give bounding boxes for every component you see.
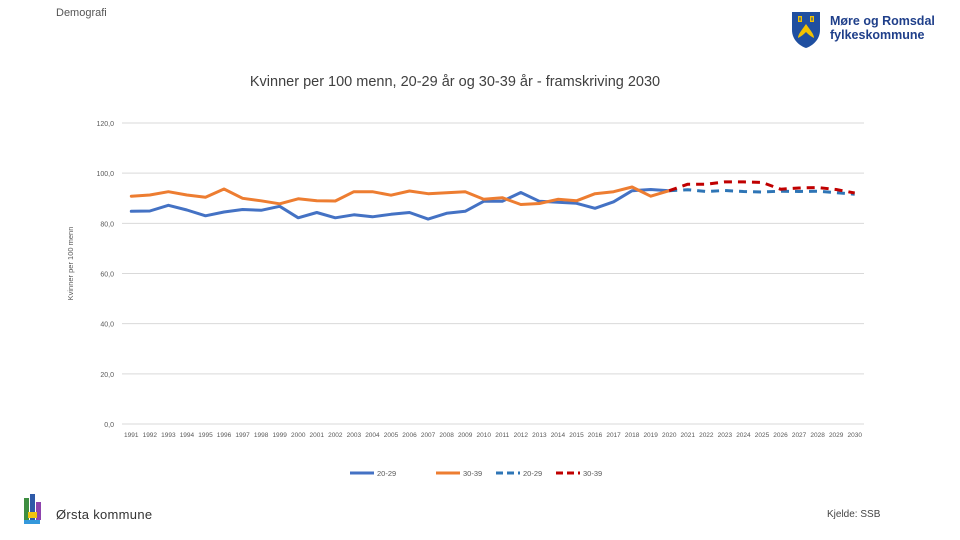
x-tick-label: 2023 [718, 432, 733, 439]
x-tick-label: 2007 [421, 432, 436, 439]
series-line-1 [129, 188, 671, 221]
x-tick-label: 2030 [847, 432, 862, 439]
x-tick-label: 1996 [217, 432, 232, 439]
y-tick-label: 40,0 [100, 322, 114, 329]
legend-label: 20-29 [377, 469, 396, 478]
section-label: Demografi [56, 7, 107, 19]
x-tick-label: 2015 [569, 432, 584, 439]
x-tick-label: 2000 [291, 432, 306, 439]
y-tick-label: 60,0 [100, 272, 114, 279]
chart-title: Kvinner per 100 menn, 20-29 år og 30-39 … [250, 74, 660, 90]
series-line-3 [669, 188, 855, 196]
x-tick-label: 1995 [198, 432, 213, 439]
x-tick-label: 2009 [458, 432, 473, 439]
x-tick-label: 2008 [439, 432, 454, 439]
x-tick-label: 2017 [606, 432, 621, 439]
x-tick-label: 2010 [476, 432, 491, 439]
y-axis-title: Kvinner per 100 menn [66, 227, 75, 301]
x-tick-label: 1992 [143, 432, 158, 439]
x-tick-label: 2019 [643, 432, 658, 439]
x-tick-label: 2005 [384, 432, 399, 439]
x-tick-label: 2027 [792, 432, 807, 439]
x-tick-label: 2022 [699, 432, 714, 439]
x-tick-label: 1994 [180, 432, 195, 439]
coat-of-arms-icon [792, 12, 820, 48]
series-line-4 [668, 180, 855, 195]
x-tick-label: 2004 [365, 432, 380, 439]
x-tick-label: 2016 [588, 432, 603, 439]
x-tick-label: 1998 [254, 432, 269, 439]
x-tick-label: 2025 [755, 432, 770, 439]
x-tick-label: 2026 [773, 432, 788, 439]
legend-label: 30-39 [583, 469, 602, 478]
x-tick-label: 2028 [810, 432, 825, 439]
x-tick-label: 1993 [161, 432, 176, 439]
y-tick-label: 20,0 [100, 372, 114, 379]
y-tick-label: 120,0 [96, 121, 114, 128]
source-note: Kjelde: SSB [827, 509, 881, 520]
x-tick-label: 2002 [328, 432, 343, 439]
x-tick-label: 2014 [551, 432, 566, 439]
county-logo: Møre og Romsdal fylkeskommune [790, 10, 940, 52]
x-tick-label: 2021 [681, 432, 696, 439]
x-tick-label: 2029 [829, 432, 844, 439]
y-tick-label: 0,0 [104, 422, 114, 429]
x-tick-label: 1997 [235, 432, 250, 439]
x-tick-label: 2006 [402, 432, 417, 439]
y-tick-label: 100,0 [96, 171, 114, 178]
legend-label: 30-39 [463, 469, 482, 478]
x-tick-label: 1999 [272, 432, 287, 439]
x-tick-label: 2001 [310, 432, 325, 439]
x-tick-label: 2020 [662, 432, 677, 439]
county-logo-text: Møre og Romsdal fylkeskommune [830, 14, 935, 42]
x-tick-label: 2013 [532, 432, 547, 439]
x-tick-label: 2024 [736, 432, 751, 439]
x-tick-label: 2012 [514, 432, 529, 439]
municipality-name: Ørsta kommune [56, 507, 153, 522]
x-tick-label: 2018 [625, 432, 640, 439]
series-line-2 [129, 185, 671, 206]
legend-label: 20-29 [523, 469, 542, 478]
x-tick-label: 2011 [495, 432, 509, 439]
y-tick-label: 80,0 [100, 221, 114, 228]
x-tick-label: 2003 [347, 432, 362, 439]
x-tick-label: 1991 [124, 432, 139, 439]
municipality-logo-icon [24, 494, 41, 524]
